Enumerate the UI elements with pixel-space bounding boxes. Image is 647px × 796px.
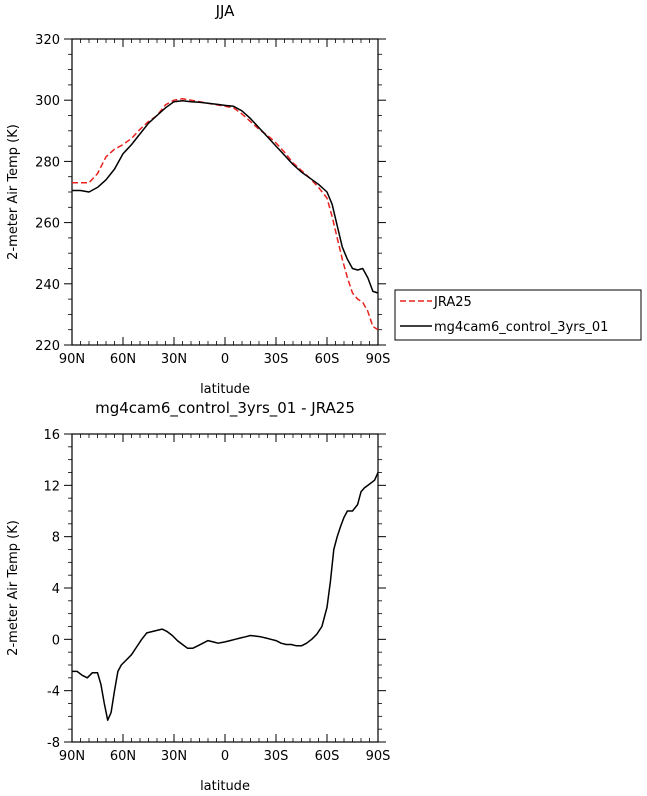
legend-label-model: mg4cam6_control_3yrs_01 — [434, 320, 608, 335]
x-tick-label: 30N — [161, 749, 187, 764]
chart-title: mg4cam6_control_3yrs_01 - JRA25 — [95, 399, 355, 418]
jra25-series-line — [72, 97, 379, 331]
x-tick-label: 30S — [264, 352, 289, 367]
x-tick-label: 90N — [59, 749, 85, 764]
temperature-line-chart: JJA 90N 60N 30N 0 30S 60S 90S 220 240 260 280 300 32… — [6, 2, 390, 397]
x-tick-label: 60S — [315, 352, 340, 367]
chart-title: JJA — [215, 2, 236, 20]
x-tick-label: 60N — [110, 749, 136, 764]
y-tick-label: 260 — [35, 217, 60, 232]
y-axis-label: 2-meter Air Temp (K) — [6, 520, 21, 656]
difference-line-chart: mg4cam6_control_3yrs_01 - JRA25 90N 60N 30… — [6, 399, 390, 794]
x-tick-label: 30N — [161, 352, 187, 367]
legend-box — [394, 289, 642, 341]
x-tick-label: 60S — [315, 749, 340, 764]
legend-label-jra25: JRA25 — [433, 295, 472, 310]
y-tick-label: -8 — [47, 736, 60, 751]
x-tick-label: 90N — [59, 352, 85, 367]
x-tick-label: 60N — [110, 352, 136, 367]
x-tick-label: 90S — [366, 749, 391, 764]
y-tick-label: 16 — [43, 428, 60, 443]
y-tick-label: 300 — [35, 94, 60, 109]
x-tick-label: 30S — [264, 749, 289, 764]
x-tick-label: 90S — [366, 352, 391, 367]
y-tick-label: 240 — [35, 278, 60, 293]
y-tick-label: 0 — [52, 633, 60, 648]
x-tick-label: 0 — [221, 352, 229, 367]
y-tick-label: 12 — [43, 479, 60, 494]
mg4cam6-control-3yrs-01-series-line — [72, 100, 379, 294]
y-tick-label: 280 — [35, 155, 60, 170]
y-tick-label: 8 — [52, 531, 60, 546]
x-axis-label: latitude — [200, 779, 250, 794]
x-tick-label: 0 — [221, 749, 229, 764]
difference-series-line — [72, 472, 379, 721]
x-axis-label: latitude — [200, 382, 250, 397]
y-tick-label: -4 — [47, 685, 60, 700]
y-tick-label: 320 — [35, 33, 60, 48]
plot-frame — [71, 433, 379, 743]
y-tick-label: 4 — [52, 582, 60, 597]
y-tick-label: 220 — [35, 339, 60, 354]
y-axis-label: 2-meter Air Temp (K) — [6, 124, 21, 260]
plot-frame — [71, 38, 379, 346]
legend: JRA25 mg4cam6_control_3yrs_01 — [394, 289, 642, 341]
